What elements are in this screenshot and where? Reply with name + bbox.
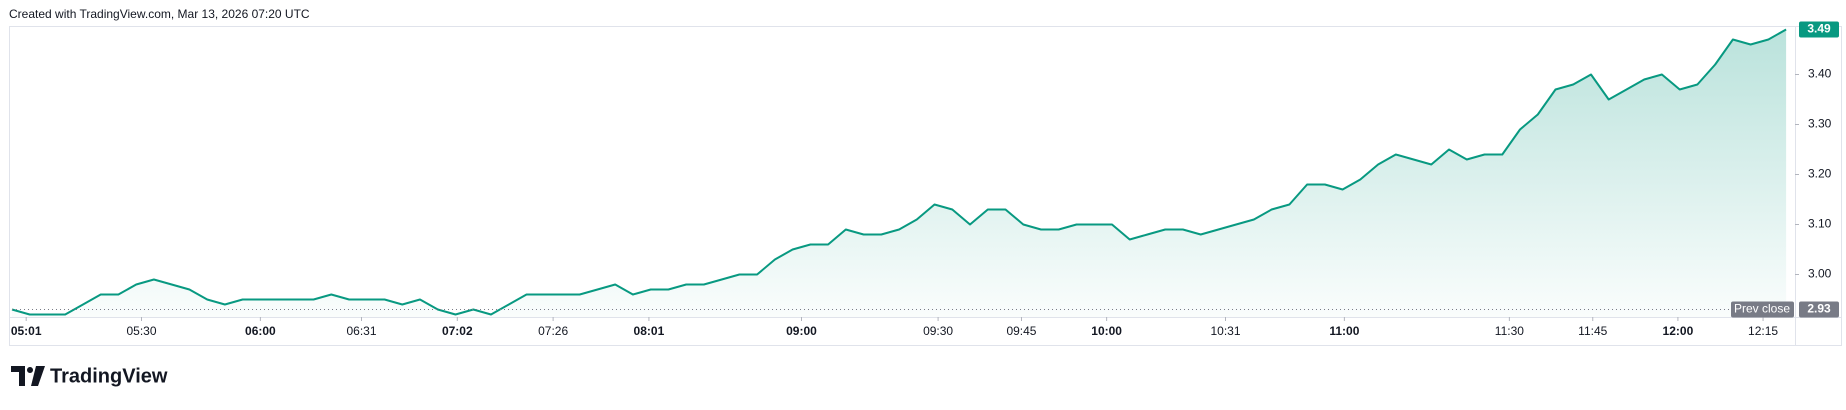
x-tick-label: 09:00 [786,324,817,338]
x-tick-label: 11:45 [1578,324,1607,338]
x-tick-label: 09:30 [923,324,953,338]
x-tick-label: 06:31 [346,324,376,338]
x-tick-label: 12:15 [1748,324,1778,338]
x-tick-label: 11:00 [1329,324,1359,338]
prev-close-text: Prev close [1734,302,1790,316]
y-tick-label: 3.40 [1808,67,1832,81]
x-tick-label: 11:30 [1495,324,1524,338]
logo-icon [11,366,45,386]
y-tick-label: 3.20 [1808,167,1832,181]
logo: TradingView [11,365,168,387]
prev-close-badge [1731,301,1794,318]
chart-frame [9,26,1842,346]
x-tick-label: 06:00 [245,324,276,338]
price-line [11,28,1787,316]
last-price-label: 3.49 [1807,22,1831,36]
last-price-badge [1799,21,1839,38]
prev-close-value-badge [1799,301,1839,318]
plot: 3.00 3.10 3.20 3.30 3.40 05:01 05:30 06:00 06:31… [11,21,1839,338]
x-tick-label: 07:02 [442,324,473,338]
area-fill [12,29,1787,317]
logo-text: TradingView [50,365,168,387]
prev-close-value: 2.93 [1807,302,1831,316]
x-tick-label: 12:00 [1663,324,1694,338]
x-tick-label: 09:45 [1006,324,1036,338]
y-tick-label: 3.30 [1808,117,1832,131]
x-tick-label: 05:30 [126,324,156,338]
x-tick-label: 08:01 [634,324,665,338]
x-tick-label: 05:01 [11,324,42,338]
x-tick-label: 07:26 [538,324,568,338]
x-tick-label: 10:31 [1210,324,1240,338]
y-tick-label: 3.10 [1808,217,1832,231]
header: Created with TradingView.com, Mar 13, 20… [9,7,310,21]
y-tick-label: 3.00 [1808,267,1832,281]
x-tick-label: 10:00 [1091,324,1122,338]
